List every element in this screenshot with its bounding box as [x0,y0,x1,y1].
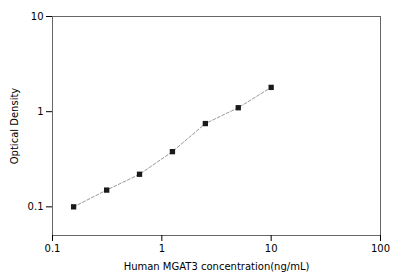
svg-text:0.1: 0.1 [45,243,61,254]
svg-text:1: 1 [37,106,43,117]
svg-text:0.1: 0.1 [28,201,44,212]
svg-text:10: 10 [265,243,278,254]
svg-text:100: 100 [371,243,390,254]
svg-text:Optical Density: Optical Density [9,88,20,165]
svg-text:Human MGAT3 concentration(ng/m: Human MGAT3 concentration(ng/mL) [124,261,310,272]
svg-text:1: 1 [159,243,165,254]
svg-text:10: 10 [31,11,44,22]
